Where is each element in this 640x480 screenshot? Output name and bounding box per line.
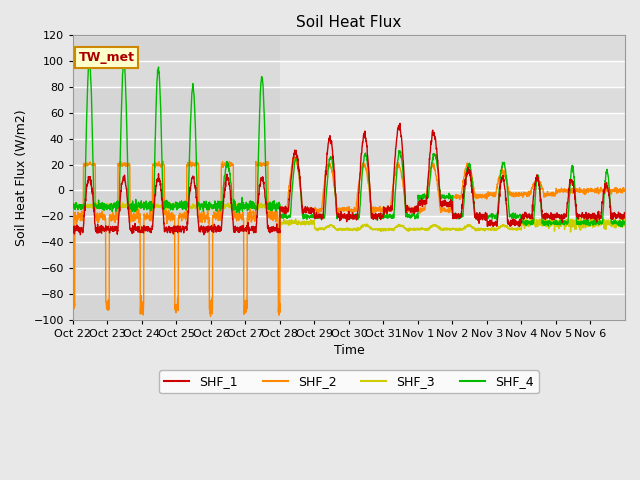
Bar [73, 294, 625, 320]
Y-axis label: Soil Heat Flux (W/m2): Soil Heat Flux (W/m2) [15, 109, 28, 246]
Bar [73, 191, 625, 216]
Bar [73, 36, 625, 61]
Bar [73, 36, 280, 320]
Bar [73, 242, 625, 268]
Bar [73, 165, 625, 191]
Legend: SHF_1, SHF_2, SHF_3, SHF_4: SHF_1, SHF_2, SHF_3, SHF_4 [159, 370, 539, 393]
Bar [73, 61, 625, 87]
Bar [73, 139, 625, 165]
Bar [73, 268, 625, 294]
Bar [73, 113, 625, 139]
X-axis label: Time: Time [333, 344, 364, 357]
Text: TW_met: TW_met [79, 51, 134, 64]
Title: Soil Heat Flux: Soil Heat Flux [296, 15, 402, 30]
Bar [73, 87, 625, 113]
Bar [73, 216, 625, 242]
